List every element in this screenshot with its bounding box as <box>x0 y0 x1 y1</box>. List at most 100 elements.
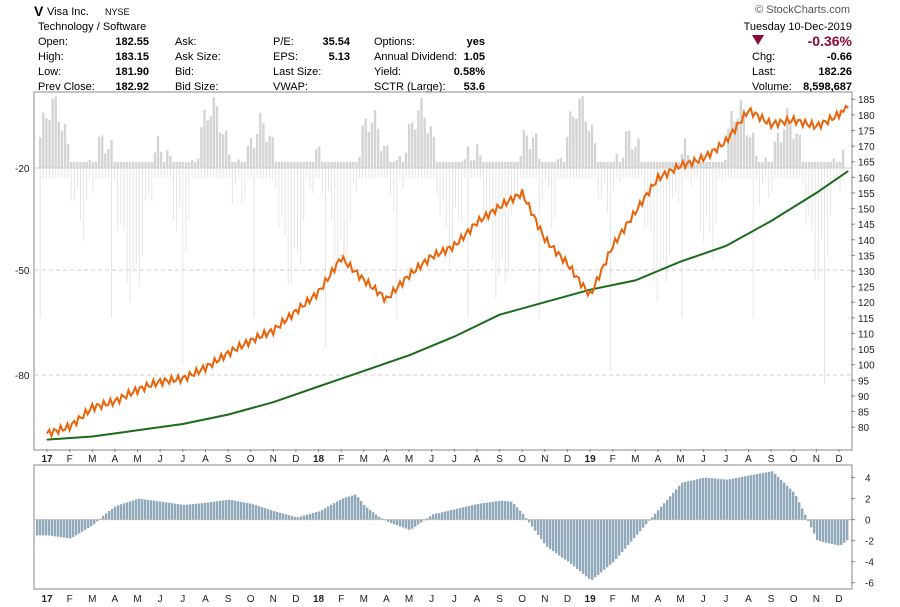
oscillator-bar <box>207 502 210 520</box>
background-bar <box>724 159 727 168</box>
background-bar <box>342 162 346 168</box>
oscillator-bar <box>279 512 282 520</box>
background-bar <box>144 162 147 168</box>
x-tick-label: J <box>180 594 185 605</box>
background-bar <box>513 162 516 168</box>
oscillator-bar <box>585 519 588 577</box>
x-tick-label: A <box>745 454 752 465</box>
ma-point <box>318 386 320 388</box>
oscillator-bar <box>747 475 750 520</box>
background-bar <box>714 162 718 168</box>
background-bar <box>252 147 256 168</box>
price-point <box>295 311 297 313</box>
right-axis-tick-label: 120 <box>858 298 875 309</box>
oscillator-bar <box>249 503 252 520</box>
background-bar <box>336 162 339 168</box>
background-bar <box>73 162 76 168</box>
oscillator-bar <box>339 499 342 520</box>
background-bar <box>308 162 312 168</box>
background-bar <box>367 131 370 168</box>
oscillator-bar <box>765 472 768 520</box>
oscillator-bar <box>111 508 114 520</box>
oscillator-bar <box>240 501 243 520</box>
oscillator-bar <box>795 495 798 520</box>
low-label: Low: <box>38 66 62 78</box>
background-bar <box>742 108 746 168</box>
background-bar <box>283 162 287 168</box>
oscillator-bar <box>840 519 843 546</box>
background-bar <box>305 161 308 168</box>
background-bar <box>299 162 302 168</box>
company-name: Visa Inc. <box>47 6 89 18</box>
background-bar <box>770 162 773 168</box>
oscillator-bar <box>801 508 804 520</box>
background-bar <box>364 118 367 168</box>
oscillator-bar <box>804 514 807 520</box>
oscillator-bar <box>699 478 702 520</box>
x-tick-label: 18 <box>313 594 325 605</box>
oscillator-bar <box>315 512 318 520</box>
oscillator-bar <box>789 488 792 520</box>
x-tick-label: A <box>202 454 209 465</box>
background-bar <box>163 162 166 168</box>
background-bar <box>752 132 755 168</box>
background-bar <box>745 135 749 168</box>
background-bar <box>829 162 832 168</box>
oscillator-area <box>35 471 851 580</box>
x-tick-label: S <box>768 454 775 465</box>
ma-point <box>634 279 636 281</box>
background-bar <box>541 162 544 168</box>
x-tick-label: M <box>676 594 684 605</box>
oscillator-bar <box>642 519 645 528</box>
oscillator-bar <box>456 508 459 520</box>
background-bar <box>668 162 671 168</box>
options-value: yes <box>466 36 485 48</box>
background-bar <box>125 162 129 168</box>
price-point <box>747 111 749 113</box>
x-tick-label: O <box>247 594 255 605</box>
background-bar <box>401 162 405 168</box>
left-axis-ticks: -20 -50 -80 <box>15 164 30 382</box>
x-tick-label: S <box>768 594 775 605</box>
oscillator-bar <box>144 499 147 520</box>
background-bar <box>311 162 315 168</box>
price-point <box>227 351 229 353</box>
eps-label: EPS: <box>273 51 299 63</box>
oscillator-bar <box>768 471 771 520</box>
price-point <box>770 126 772 128</box>
background-bar <box>535 133 538 168</box>
background-bar <box>380 151 383 168</box>
oscillator-bar <box>822 519 825 542</box>
oscillator-bar <box>834 519 837 545</box>
background-bar <box>79 162 82 168</box>
background-bar <box>271 136 274 168</box>
background-bar <box>544 162 547 168</box>
oscillator-bar <box>705 477 708 520</box>
right-axis-tick-label: 95 <box>858 376 870 387</box>
background-bar <box>147 162 150 168</box>
background-bar <box>628 130 631 168</box>
background-bar <box>76 162 79 168</box>
background-bar <box>330 162 333 168</box>
ma-point <box>589 289 591 291</box>
oscillator-bar <box>72 519 75 538</box>
background-bar <box>361 125 364 168</box>
last-label: Last: <box>752 66 776 78</box>
oscillator-bar <box>363 504 366 520</box>
price-point <box>702 154 704 156</box>
oscillator-bar <box>60 519 63 538</box>
pe-value: 35.54 <box>322 36 350 48</box>
background-bar <box>590 124 594 168</box>
background-bar <box>810 162 814 168</box>
background-bar <box>178 162 181 168</box>
oscillator-bar <box>192 504 195 520</box>
x-tick-label: J <box>429 454 434 465</box>
background-bar <box>727 128 730 168</box>
background-bar <box>194 162 197 168</box>
background-bar <box>473 160 476 168</box>
background-bar <box>721 162 724 168</box>
oscillator-bar <box>543 519 546 544</box>
oscillator-bar <box>228 499 231 520</box>
oscillator-bar <box>180 504 183 520</box>
background-bar <box>91 162 95 168</box>
